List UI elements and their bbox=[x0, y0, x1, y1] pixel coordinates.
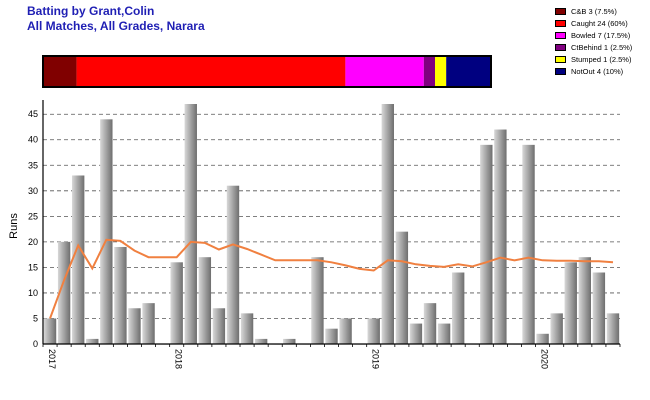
legend-label: C&B 3 (7.5%) bbox=[571, 7, 617, 16]
y-axis-label: Runs bbox=[8, 213, 20, 239]
strip-segment bbox=[345, 56, 424, 87]
strip-segment bbox=[435, 56, 447, 87]
bar bbox=[451, 272, 465, 344]
bar bbox=[564, 262, 577, 344]
y-tick-label: 45 bbox=[28, 109, 38, 119]
bar bbox=[114, 246, 127, 344]
y-tick-label: 0 bbox=[33, 339, 38, 349]
bar bbox=[536, 333, 549, 344]
bar bbox=[71, 175, 85, 344]
bar bbox=[142, 303, 155, 344]
strip-segment bbox=[43, 56, 77, 87]
x-tick-labels: 2017 2018 2019 2020 bbox=[47, 349, 550, 369]
y-tick-labels: 0 5 10 15 20 25 30 35 40 45 bbox=[28, 109, 38, 349]
bar bbox=[184, 104, 197, 344]
legend-label: Bowled 7 (17.5%) bbox=[571, 31, 631, 40]
bar bbox=[198, 257, 212, 344]
bar bbox=[381, 104, 394, 344]
bar bbox=[100, 119, 113, 344]
bar bbox=[57, 241, 71, 344]
bar bbox=[437, 323, 451, 344]
bar bbox=[367, 318, 380, 344]
bar bbox=[578, 257, 592, 344]
bar bbox=[212, 308, 226, 344]
legend-item: Bowled 7 (17.5%) bbox=[555, 30, 650, 42]
legend-swatch bbox=[555, 8, 566, 15]
bar bbox=[43, 318, 57, 344]
legend-swatch bbox=[555, 68, 566, 75]
y-tick-label: 25 bbox=[28, 211, 38, 221]
legend-swatch bbox=[555, 20, 566, 27]
y-tick-label: 35 bbox=[28, 160, 38, 170]
strip-segment bbox=[446, 56, 491, 87]
legend-item: Stumped 1 (2.5%) bbox=[555, 54, 650, 66]
legend-label: Caught 24 (60%) bbox=[571, 19, 628, 28]
bar bbox=[311, 257, 324, 344]
bar bbox=[480, 144, 493, 344]
y-tick-label: 40 bbox=[28, 135, 38, 145]
bar bbox=[606, 313, 620, 344]
legend-label: CtBehind 1 (2.5%) bbox=[571, 43, 633, 52]
x-tick-label: 2019 bbox=[371, 349, 381, 369]
bar bbox=[494, 129, 507, 344]
legend-label: Stumped 1 (2.5%) bbox=[571, 55, 632, 64]
legend-item: NotOut 4 (10%) bbox=[555, 66, 650, 78]
bar bbox=[325, 328, 338, 344]
legend-swatch bbox=[555, 44, 566, 51]
bar bbox=[170, 262, 183, 344]
chart-subtitle: All Matches, All Grades, Narara bbox=[27, 19, 205, 33]
bar bbox=[550, 313, 563, 344]
bar bbox=[522, 144, 535, 344]
y-tick-label: 20 bbox=[28, 237, 38, 247]
legend-item: C&B 3 (7.5%) bbox=[555, 6, 650, 18]
legend: C&B 3 (7.5%) Caught 24 (60%) Bowled 7 (17.… bbox=[555, 6, 650, 78]
legend-swatch bbox=[555, 32, 566, 39]
average-line bbox=[49, 238, 614, 319]
y-tick-label: 15 bbox=[28, 262, 38, 272]
running-average-line bbox=[49, 238, 614, 319]
bar bbox=[339, 318, 352, 344]
y-tick-label: 5 bbox=[33, 313, 38, 323]
y-tick-label: 10 bbox=[28, 288, 38, 298]
bar bbox=[592, 272, 606, 344]
x-tick-label: 2018 bbox=[174, 349, 184, 369]
strip-segment bbox=[423, 56, 435, 87]
bar bbox=[240, 313, 254, 344]
legend-swatch bbox=[555, 56, 566, 63]
x-tick-label: 2017 bbox=[47, 349, 57, 369]
y-tick-label: 30 bbox=[28, 186, 38, 196]
gridlines bbox=[43, 113, 620, 319]
bar bbox=[283, 338, 296, 344]
bar bbox=[395, 231, 409, 344]
bar bbox=[128, 308, 141, 344]
bar bbox=[423, 303, 437, 344]
strip-segment bbox=[76, 56, 346, 87]
bars bbox=[43, 104, 620, 345]
bar bbox=[409, 323, 423, 344]
legend-item: Caught 24 (60%) bbox=[555, 18, 650, 30]
bar bbox=[254, 338, 268, 344]
legend-item: CtBehind 1 (2.5%) bbox=[555, 42, 650, 54]
x-tick-label: 2020 bbox=[540, 349, 550, 369]
strip-border bbox=[42, 55, 492, 88]
axes bbox=[42, 100, 621, 347]
bar bbox=[86, 338, 99, 344]
dismissal-strip bbox=[42, 55, 492, 88]
bar bbox=[226, 185, 240, 344]
legend-label: NotOut 4 (10%) bbox=[571, 67, 624, 76]
chart-title: Batting by Grant,Colin bbox=[27, 4, 155, 18]
